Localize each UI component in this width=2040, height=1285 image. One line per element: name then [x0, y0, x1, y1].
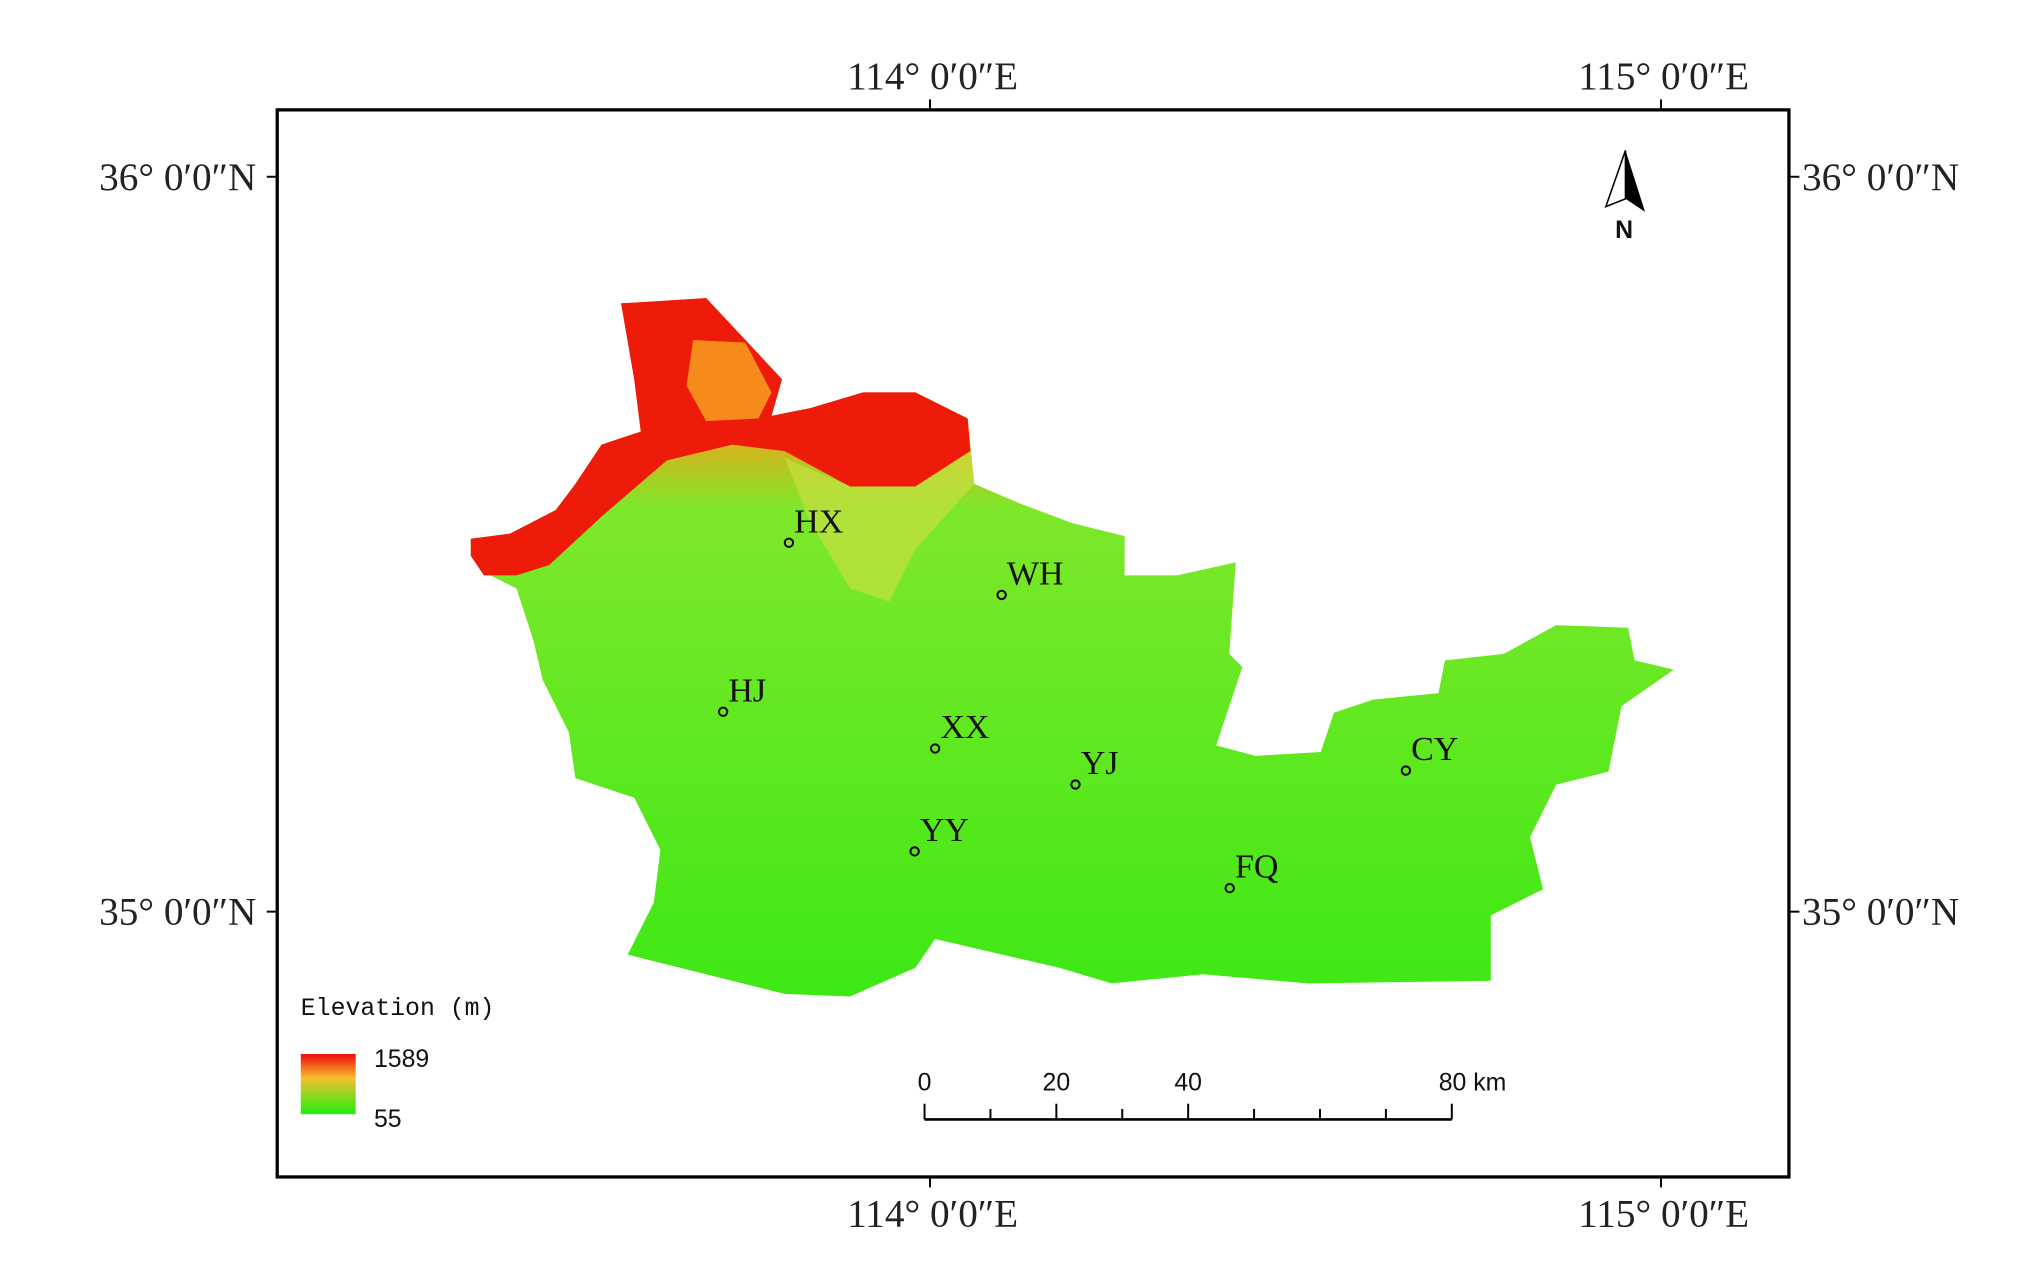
station [1224, 882, 1235, 894]
station [717, 706, 729, 717]
lat-label: 36° 0′0″N [1802, 156, 1959, 199]
legend-title: Elevation (m) [301, 995, 495, 1023]
scale-label: 0 [918, 1070, 932, 1097]
scale-label: 40 [1174, 1070, 1202, 1097]
lon-label: 115° 0′0″E [1578, 55, 1749, 98]
study-area [470, 298, 1674, 997]
station-label: YY [920, 812, 969, 849]
station [996, 589, 1007, 601]
legend-ramp [300, 1054, 356, 1115]
station [1070, 779, 1081, 790]
highland-slope [784, 451, 975, 602]
highland [470, 298, 971, 576]
station-label: YJ [1081, 745, 1119, 782]
lat-label: 35° 0′0″N [1802, 891, 1959, 934]
north-label: N [1615, 217, 1633, 244]
station [909, 846, 920, 857]
lat-label: 36° 0′0″N [99, 156, 256, 199]
station [1400, 765, 1412, 776]
station-label: CY [1411, 731, 1458, 768]
scale-label: 80 km [1439, 1070, 1507, 1097]
lon-label: 115° 0′0″E [1578, 1193, 1749, 1236]
lon-label: 114° 0′0″E [847, 55, 1018, 98]
lat-label: 35° 0′0″N [99, 891, 256, 934]
scale-label: 20 [1043, 1070, 1071, 1097]
station-label: FQ [1235, 849, 1278, 886]
north-arrow: N [1604, 150, 1646, 244]
station-label: HJ [728, 672, 766, 709]
station [783, 537, 795, 548]
station [929, 743, 941, 754]
legend-min: 55 [374, 1106, 402, 1133]
lon-label: 114° 0′0″E [847, 1193, 1018, 1236]
station-label: WH [1007, 555, 1064, 592]
station-label: XX [940, 709, 989, 746]
highland-slope [686, 340, 772, 422]
legend-max: 1589 [374, 1046, 429, 1073]
station-label: HX [794, 503, 843, 540]
